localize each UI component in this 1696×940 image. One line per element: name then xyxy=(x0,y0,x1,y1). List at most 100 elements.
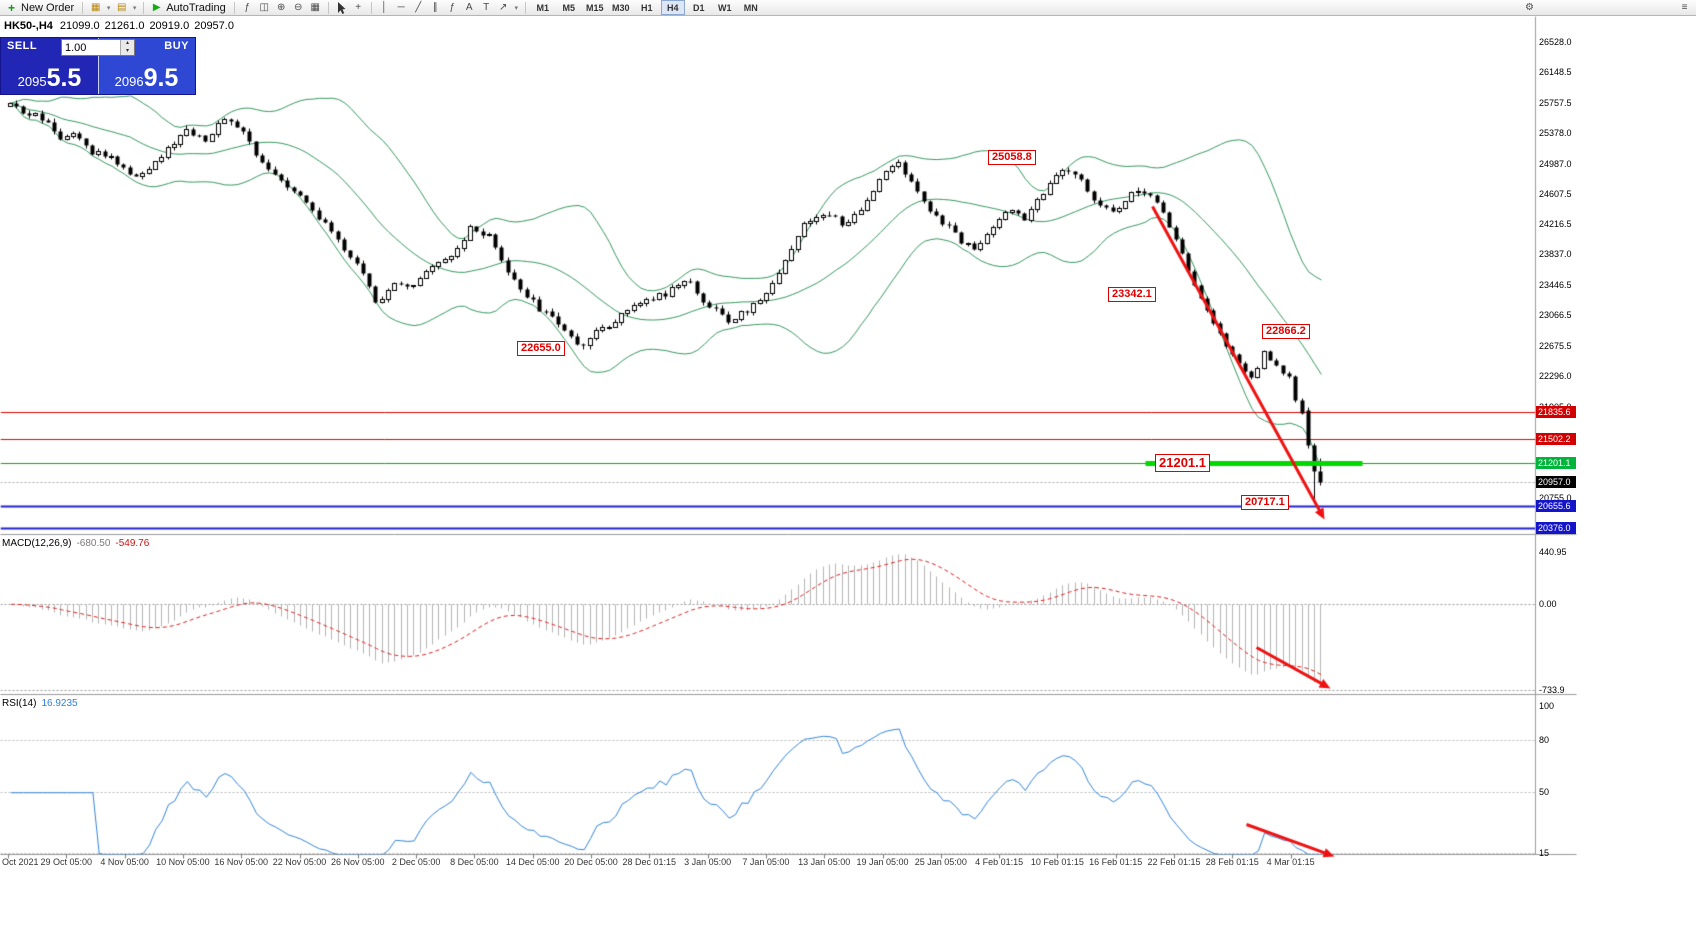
volume-down-button[interactable]: ▾ xyxy=(121,47,134,55)
time-axis-label: 4 Feb 01:15 xyxy=(975,857,1024,867)
rsi-axis-label: 100 xyxy=(1539,701,1555,711)
time-axis-label: 4 Mar 01:15 xyxy=(1266,857,1315,867)
timeframe-mn[interactable]: MN xyxy=(743,2,758,13)
time-axis-label: 7 Jan 05:00 xyxy=(742,857,790,867)
volume-up-button[interactable]: ▴ xyxy=(121,40,134,48)
profiles-icon[interactable]: ▤ xyxy=(116,2,127,13)
sell-price-small: 2095 xyxy=(17,74,47,89)
rsi-name: RSI(14) xyxy=(2,698,37,709)
buy-panel[interactable]: BUY 20969.5 xyxy=(98,38,195,94)
toolbar-separator xyxy=(524,1,526,14)
macd-value-signal: -549.76 xyxy=(115,538,150,549)
autotrading-button[interactable]: AutoTrading xyxy=(166,1,226,14)
toolbar-separator xyxy=(370,1,372,14)
macd-axis-label: 440.95 xyxy=(1539,547,1567,557)
volume-spinner: ▴ ▾ xyxy=(120,40,134,55)
macd-axis-label: 0.00 xyxy=(1539,598,1557,609)
time-axis-label: 13 Jan 05:00 xyxy=(798,857,851,867)
channel-icon[interactable]: ∥ xyxy=(432,2,438,13)
price-axis-label: 26148.5 xyxy=(1539,66,1572,77)
zoom-in-icon[interactable]: ⊕ xyxy=(277,2,286,13)
price-chart-canvas[interactable] xyxy=(0,0,1696,870)
toolbar-separator xyxy=(143,1,145,14)
cursor-icon[interactable] xyxy=(334,1,349,14)
one-click-trading-panel: SELL 20955.5 BUY 20969.5 ▴ ▾ xyxy=(0,37,196,95)
rsi-axis-label: 15 xyxy=(1539,847,1550,858)
symbol-period: HK50-,H4 xyxy=(4,20,53,32)
quote-high: 21261.0 xyxy=(104,20,145,32)
new-order-icon[interactable]: + xyxy=(7,0,15,15)
quote-line: HK50-,H4 21099.0 21261.0 20919.0 20957.0 xyxy=(4,20,239,32)
timeframe-h1[interactable]: H1 xyxy=(640,2,653,13)
price-axis-tag: 21835.6 xyxy=(1536,406,1576,419)
toolbar-separator xyxy=(82,1,84,14)
horizontal-line-icon[interactable]: ─ xyxy=(397,2,405,13)
profiles-dropdown-icon[interactable]: ▾ xyxy=(132,4,137,12)
tile-windows-icon[interactable]: ▦ xyxy=(310,2,320,13)
sell-label[interactable]: SELL xyxy=(7,40,38,52)
time-axis-label: 25 Jan 05:00 xyxy=(914,857,967,867)
timeframe-w1[interactable]: W1 xyxy=(717,2,732,13)
price-axis-tag: 20957.0 xyxy=(1536,475,1576,488)
macd-indicator-label: MACD(12,26,9) -680.50 -549.76 xyxy=(2,538,149,549)
time-axis-label: 8 Dec 05:00 xyxy=(450,857,499,867)
timeframe-m15[interactable]: M15 xyxy=(585,2,604,13)
crosshair-icon[interactable]: + xyxy=(355,2,362,13)
buy-label[interactable]: BUY xyxy=(164,40,189,52)
price-axis-label: 24987.0 xyxy=(1539,158,1572,169)
trendline-icon[interactable]: ╱ xyxy=(415,2,422,13)
text-label-icon[interactable]: T xyxy=(483,2,490,13)
price-axis-label: 23066.5 xyxy=(1539,310,1572,321)
price-axis-label: 20755.0 xyxy=(1539,492,1572,503)
buy-price: 20969.5 xyxy=(98,64,195,93)
timeframe-h4[interactable]: H4 xyxy=(660,0,685,15)
price-callout: 23342.1 xyxy=(1108,287,1156,302)
arrows-icon[interactable]: ↗ xyxy=(499,2,508,13)
volume-input[interactable] xyxy=(62,40,120,55)
one-click-divider xyxy=(98,38,99,94)
time-axis-label: 19 Jan 05:00 xyxy=(856,857,909,867)
new-chart-dropdown-icon[interactable]: ▾ xyxy=(106,4,111,12)
time-axis-label: 16 Feb 01:15 xyxy=(1089,857,1143,867)
sell-price-big: 5.5 xyxy=(46,64,82,92)
toolbar-overflow-icon[interactable]: ≡ xyxy=(1681,2,1688,13)
price-axis-label: 23446.5 xyxy=(1539,280,1572,291)
sell-price: 20955.5 xyxy=(1,64,98,93)
timeframe-d1[interactable]: D1 xyxy=(692,2,705,13)
price-axis-tag: 20655.6 xyxy=(1536,499,1576,512)
buy-price-big: 9.5 xyxy=(143,64,179,92)
time-axis-label: 10 Feb 01:15 xyxy=(1030,857,1084,867)
quote-low: 20919.0 xyxy=(149,20,190,32)
vertical-line-icon[interactable]: │ xyxy=(381,2,388,13)
toolbar: + New Order ▦ ▾ ▤ ▾ ▶ AutoTrading ƒ ◫ ⊕ … xyxy=(0,0,1696,16)
price-callout: 21201.1 xyxy=(1155,454,1210,472)
macd-axis-label: -733.9 xyxy=(1539,685,1565,695)
price-callout: 22655.0 xyxy=(517,341,565,356)
fibonacci-icon[interactable]: ƒ xyxy=(449,2,455,13)
time-axis-label: 10 Nov 05:00 xyxy=(156,857,210,867)
time-axis-label: 20 Dec 05:00 xyxy=(564,857,618,867)
price-axis-label: 22675.5 xyxy=(1539,341,1572,352)
time-axis-label: 3 Jan 05:00 xyxy=(684,857,732,867)
timeframe-m30[interactable]: M30 xyxy=(611,2,630,13)
autotrading-icon[interactable]: ▶ xyxy=(152,2,161,13)
indicators-icon[interactable]: ƒ xyxy=(244,2,250,13)
price-axis-label: 24216.5 xyxy=(1539,219,1572,230)
toolbar-separator xyxy=(233,1,235,14)
time-axis-label: 28 Dec 01:15 xyxy=(622,857,677,867)
zoom-out-icon[interactable]: ⊖ xyxy=(294,2,303,13)
time-axis-label: 28 Feb 01:15 xyxy=(1205,857,1259,867)
price-axis-label: 24607.5 xyxy=(1539,188,1572,199)
gear-icon[interactable]: ⚙ xyxy=(1525,2,1534,13)
new-chart-icon[interactable]: ▦ xyxy=(90,2,101,13)
new-order-button[interactable]: New Order xyxy=(21,1,75,14)
timeframe-m1[interactable]: M1 xyxy=(536,2,549,13)
arrows-dropdown-icon[interactable]: ▾ xyxy=(514,4,518,12)
price-axis-label: 25378.0 xyxy=(1539,127,1572,138)
text-icon[interactable]: A xyxy=(465,2,473,13)
timeframe-m5[interactable]: M5 xyxy=(562,2,575,13)
toolbar-separator xyxy=(327,1,329,14)
price-callout: 25058.8 xyxy=(988,150,1036,165)
rsi-axis-label: 80 xyxy=(1539,735,1550,746)
window-icon[interactable]: ◫ xyxy=(259,2,269,13)
